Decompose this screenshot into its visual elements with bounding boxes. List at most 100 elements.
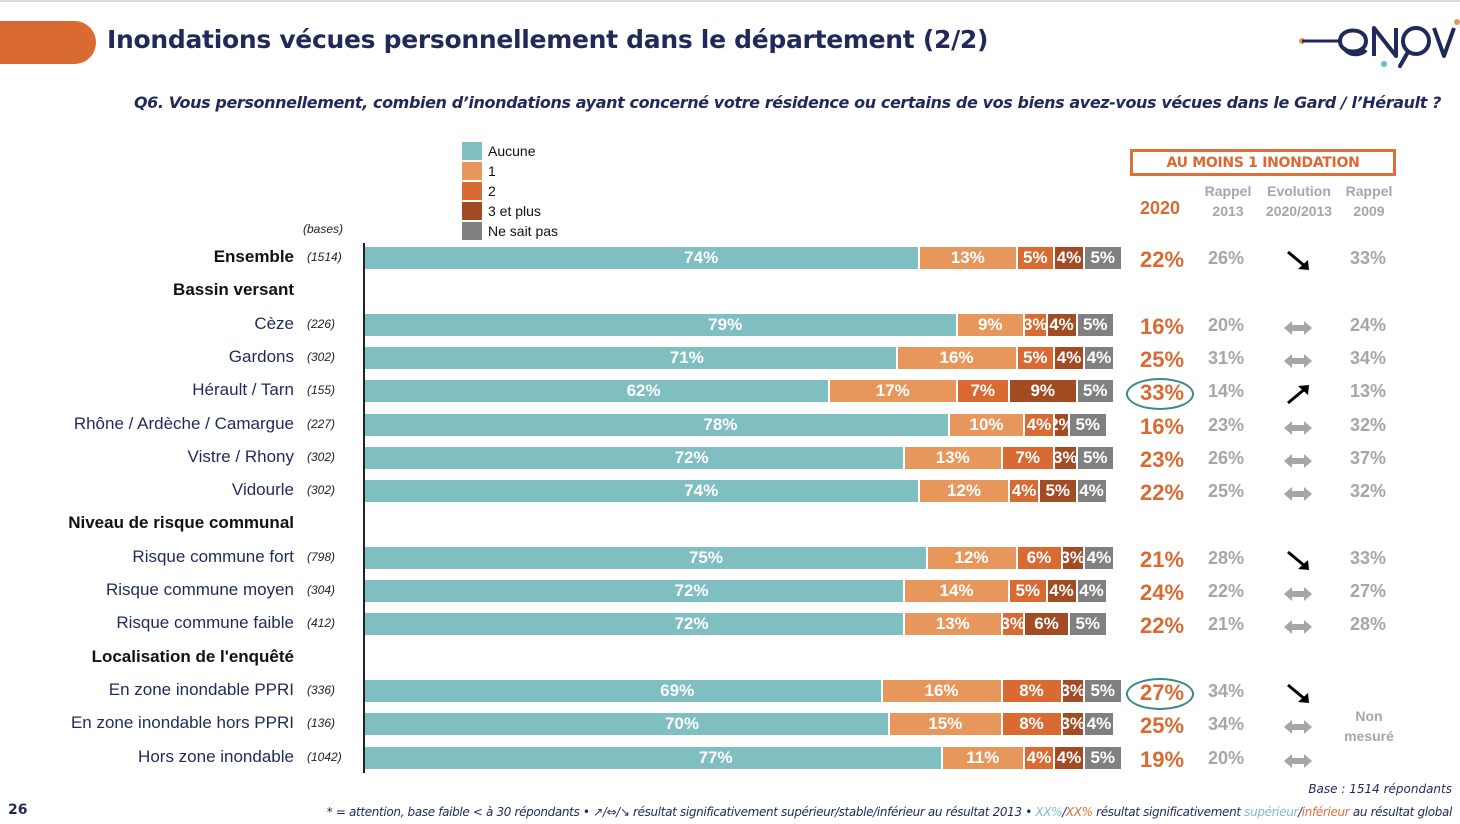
value-2020: 22% — [1140, 480, 1185, 506]
section-label: Localisation de l'enquêté — [91, 646, 294, 666]
arrow-left-right-icon — [1282, 350, 1314, 372]
bar-row: 71% 16% 5% 4% 4% — [365, 346, 1115, 369]
arrow-left-right-icon — [1282, 483, 1314, 505]
seg-2: 4% — [1025, 413, 1055, 436]
bar-row: 62% 17% 7% 9% 5% — [365, 380, 1115, 403]
value-rappel-2009: 33% — [1350, 547, 1387, 568]
seg-3-plus: 2% — [1055, 413, 1070, 436]
row-base: (226) — [307, 316, 336, 331]
value-2020: 19% — [1140, 746, 1185, 772]
enov-logo — [1299, 19, 1460, 68]
seg-2: 5% — [1010, 580, 1048, 602]
row-base: (412) — [307, 616, 336, 631]
bar-row: 78%10%4%2%5% — [365, 413, 1108, 436]
legend-swatch-nsp — [462, 222, 482, 240]
value-rappel-2013: 34% — [1208, 680, 1245, 701]
base-note: Base : 1514 répondants — [1308, 782, 1452, 796]
row-base: (304) — [307, 583, 336, 597]
seg-aucune: 72% — [365, 580, 905, 602]
seg-aucune: 74% — [365, 247, 920, 269]
legend-label: Aucune — [488, 143, 536, 159]
seg-aucune: 69% — [365, 679, 883, 702]
seg-nsp: 5% — [1077, 446, 1115, 469]
seg-nsp: 4% — [1077, 480, 1108, 503]
row-label: Cèze — [254, 313, 294, 333]
significance-ring — [1126, 677, 1194, 710]
col-head-line: 2013 — [1212, 203, 1244, 219]
footnote-orange-word: inférieur — [1301, 805, 1350, 819]
seg-1: 15% — [890, 713, 1003, 736]
value-rappel-2009: 24% — [1350, 314, 1387, 335]
section-label: Niveau de risque communal — [68, 513, 294, 533]
row-label: En zone inondable PPRI — [108, 679, 294, 699]
bar-row: 75% 12% 6% 3% 4% — [365, 546, 1115, 569]
seg-2: 8% — [1002, 679, 1063, 702]
footnote-teal-word: supérieur — [1244, 805, 1299, 819]
seg-2: 7% — [1002, 446, 1055, 469]
value-rappel-2009: 37% — [1350, 447, 1387, 468]
row-base: (302) — [307, 483, 336, 498]
value-rappel-2013: 25% — [1208, 481, 1245, 502]
row-base: (1514) — [307, 250, 342, 264]
seg-1: 16% — [897, 346, 1018, 369]
seg-aucune: 72% — [365, 613, 905, 636]
value-rappel-2013: 22% — [1208, 581, 1245, 601]
legend-label: 3 et plus — [488, 203, 541, 219]
chart-legend: Aucune 1 2 3 et plus Ne sait pas — [462, 141, 558, 241]
row-label: Rhône / Ardèche / Camargue — [73, 413, 294, 433]
value-rappel-2013: 14% — [1208, 381, 1245, 402]
legend-swatch-aucune — [462, 142, 482, 160]
value-rappel-2009: 27% — [1350, 581, 1387, 601]
seg-3-plus: 4% — [1047, 313, 1078, 336]
bar-row: 70% 15% 8% 3% 4% — [365, 713, 1115, 736]
seg-1: 13% — [905, 446, 1003, 469]
seg-1: 16% — [882, 679, 1003, 702]
row-label: Gardons — [228, 346, 294, 366]
value-rappel-2013: 34% — [1208, 714, 1245, 735]
footnote-text: résultat significativement — [1092, 805, 1245, 819]
row-label: Vistre / Rhony — [187, 446, 294, 466]
seg-3-plus: 6% — [1025, 613, 1070, 636]
seg-nsp: 5% — [1070, 413, 1108, 436]
legend-swatch-3-plus — [462, 202, 482, 220]
row-label: En zone inondable hors PPRI — [70, 713, 294, 733]
row-label: Vidourle — [231, 480, 294, 500]
row-base: (798) — [307, 549, 336, 564]
bar-row: 77% 11% 4% 4% 5% — [365, 746, 1123, 769]
value-rappel-2013: 23% — [1208, 414, 1245, 435]
value-2020: 22% — [1140, 247, 1185, 272]
col-head-rappel-2013: Rappel 2013 — [1200, 181, 1256, 221]
row-label: Ensemble — [213, 247, 294, 266]
seg-2: 3% — [1025, 313, 1048, 336]
legend-item-3-plus: 3 et plus — [462, 201, 558, 221]
arrow-left-right-icon — [1282, 750, 1314, 772]
chart-axis-line — [363, 243, 365, 773]
seg-aucune: 78% — [365, 413, 950, 436]
col-head-2020: 2020 — [1140, 198, 1181, 218]
page-number: 26 — [8, 802, 28, 818]
value-rappel-2013: 26% — [1208, 248, 1245, 268]
arrow-left-right-icon — [1282, 716, 1314, 738]
row-base: (1042) — [307, 749, 342, 764]
value-rappel-2013: 26% — [1208, 447, 1245, 468]
seg-3-plus: 3% — [1062, 713, 1085, 736]
bar-row: 69% 16% 8% 3% 5% — [365, 679, 1123, 702]
seg-2: 5% — [1017, 247, 1055, 269]
title-accent-tab — [0, 21, 96, 64]
seg-aucune: 62% — [365, 380, 830, 403]
col-head-line: Rappel — [1345, 183, 1393, 199]
footnote-teal-xx: XX% — [1035, 805, 1063, 819]
col-head-line: 2009 — [1353, 203, 1385, 219]
value-2020: 25% — [1140, 346, 1185, 372]
seg-aucune: 71% — [365, 346, 898, 369]
value-2020: 16% — [1140, 413, 1185, 439]
legend-item-nsp: Ne sait pas — [462, 221, 558, 241]
seg-3-plus: 3% — [1062, 679, 1085, 702]
seg-aucune: 79% — [365, 313, 958, 336]
seg-3-plus: 5% — [1040, 480, 1078, 503]
row-base: (155) — [307, 383, 336, 398]
value-rappel-2013: 20% — [1208, 314, 1245, 335]
footnote-text: au résultat global — [1349, 805, 1453, 819]
seg-3-plus: 9% — [1010, 380, 1078, 403]
seg-aucune: 70% — [365, 713, 890, 736]
